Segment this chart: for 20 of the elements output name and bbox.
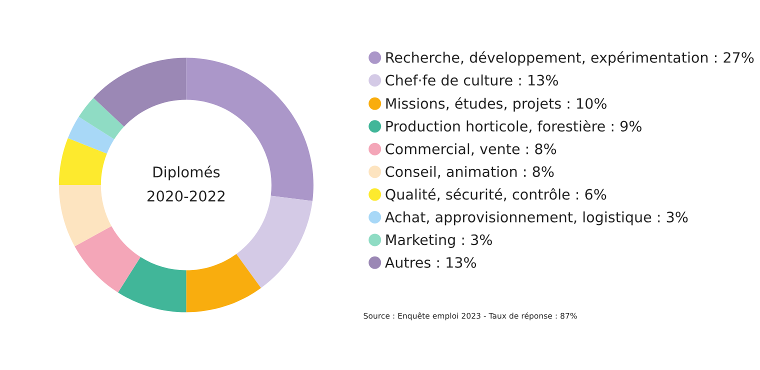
donut-slice (78, 98, 124, 140)
legend-label: Achat, approvisionnement, logistique : 3% (384, 211, 688, 226)
legend-label: Marketing : 3% (386, 234, 492, 248)
donut-slice (93, 58, 186, 127)
legend-label: Autres : 13% (384, 257, 476, 268)
legend-label: Conseil, animation : 8% (386, 166, 554, 178)
donut-slice (58, 185, 112, 246)
donut-slice (74, 226, 141, 292)
donut-slice (236, 196, 312, 288)
legend-label: Qualité, sécurité, contrôle : 6% (386, 188, 606, 202)
legend-label: Commercial, vente : 8% (386, 143, 556, 156)
legend-label: Missions, études, projets : 10% (386, 97, 606, 112)
text: Diplomés 2020-2022 (148, 166, 224, 202)
donut-slice (186, 254, 262, 312)
donut-slice (58, 138, 107, 185)
legend-label: Recherche, développement, expérimentation : 27% (386, 51, 754, 66)
donut-slice (118, 257, 186, 312)
donut-slice (68, 116, 114, 154)
legend-label: Chef·fe de culture : 13% (386, 74, 558, 86)
legend-label: Production horticole, forestière : 9% (386, 120, 642, 134)
